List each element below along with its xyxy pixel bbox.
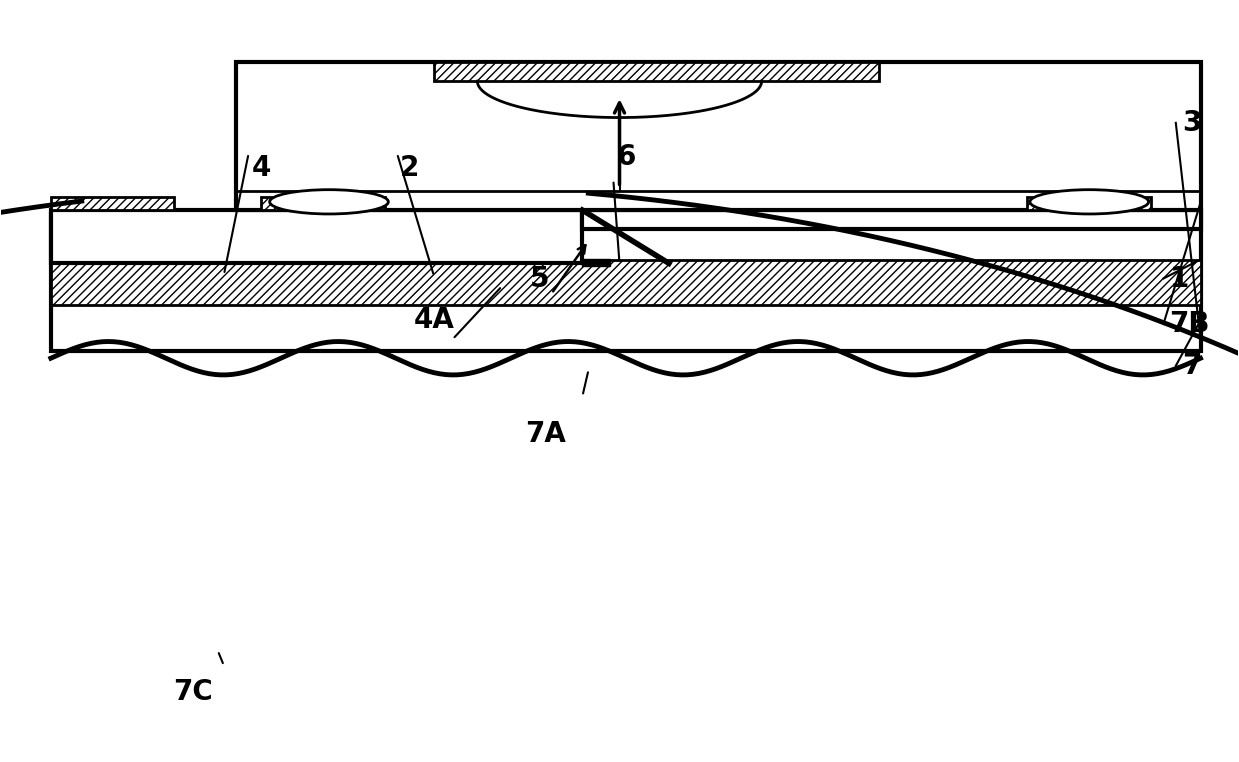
Bar xyxy=(51,197,175,210)
Text: 3: 3 xyxy=(1182,109,1202,137)
Bar xyxy=(237,62,1201,210)
Bar xyxy=(1027,197,1151,210)
Text: 4: 4 xyxy=(252,155,270,182)
Text: 1: 1 xyxy=(1170,264,1189,293)
Text: 5: 5 xyxy=(529,264,549,293)
Text: 7C: 7C xyxy=(173,678,213,706)
Bar xyxy=(51,214,1201,351)
Bar xyxy=(51,260,1201,305)
Text: 7: 7 xyxy=(1182,352,1202,379)
Text: 7B: 7B xyxy=(1170,310,1211,338)
Bar xyxy=(582,210,1201,229)
Text: 4A: 4A xyxy=(414,306,455,335)
Text: 6: 6 xyxy=(616,143,636,171)
Bar xyxy=(434,62,880,81)
Text: 2: 2 xyxy=(400,155,419,182)
Bar xyxy=(582,259,610,267)
Bar xyxy=(261,197,384,210)
Ellipse shape xyxy=(270,190,388,214)
Text: 7A: 7A xyxy=(525,420,566,448)
Ellipse shape xyxy=(1030,190,1149,214)
Bar xyxy=(51,210,582,264)
